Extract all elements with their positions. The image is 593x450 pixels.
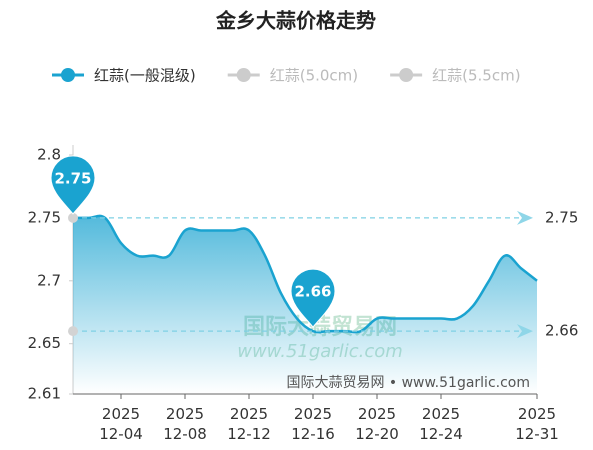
y-tick-label: 2.7: [37, 271, 61, 289]
mark-line-arrow: [517, 210, 533, 225]
chart-title: 金乡大蒜价格走势: [215, 9, 376, 33]
x-tick-label: 2025 12-20: [355, 405, 399, 443]
y-tick-label: 2.75: [28, 208, 61, 226]
source: 国际大蒜贸易网 • www.51garlic.com: [286, 375, 530, 391]
mark-point: [50, 155, 96, 215]
x-tick-label: 2025 12-16: [291, 405, 335, 443]
mark-line-arrow: [517, 324, 533, 339]
mark-line-label: 2.66: [545, 322, 578, 340]
mark-line-start: [68, 212, 78, 223]
line: [72, 214, 538, 334]
legend-label[interactable]: 红蒜(一般混级): [94, 67, 196, 85]
x-tick-label: 2025 12-31: [515, 405, 559, 443]
x-tick-label: 2025 12-04: [99, 405, 143, 443]
legend-marker: [399, 68, 414, 82]
area: [73, 215, 537, 394]
mark-point-label: 2.75: [54, 169, 91, 187]
y-tick-label: 2.8: [37, 146, 61, 164]
x-tick-label: 2025 12-24: [419, 405, 463, 443]
legend-marker: [61, 68, 75, 82]
mark-point: [290, 268, 336, 328]
mark-point-label: 2.66: [294, 283, 331, 301]
y-tick-label: 2.65: [28, 334, 61, 352]
x-tick-label: 2025 12-08: [163, 405, 207, 443]
y-tick-label: 2.61: [28, 385, 61, 403]
x-tick-label: 2025 12-12: [227, 405, 271, 443]
mark-line-start: [68, 326, 78, 337]
legend-label[interactable]: 红蒜(5.5cm): [432, 67, 520, 85]
legend-label[interactable]: 红蒜(5.0cm): [270, 67, 358, 85]
mark-line-label: 2.75: [545, 208, 578, 226]
legend-marker: [236, 68, 251, 82]
